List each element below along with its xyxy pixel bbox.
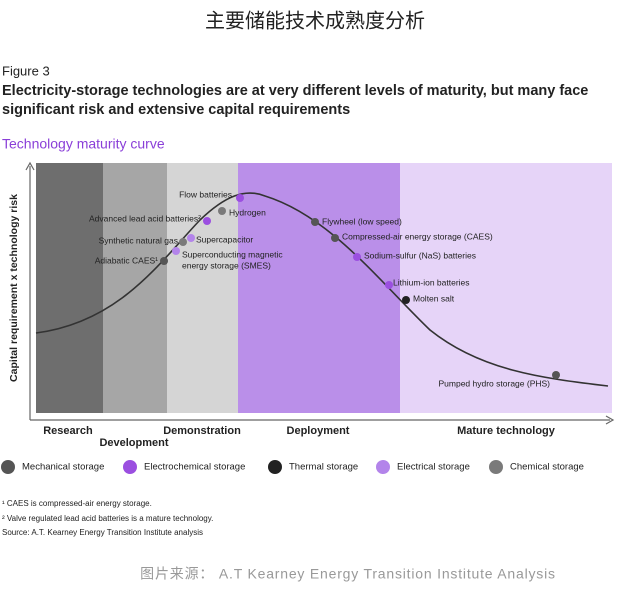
technology-label: Supercapacitor bbox=[196, 234, 253, 244]
footnote: ² Valve regulated lead acid batteries is… bbox=[2, 514, 213, 523]
technology-dot bbox=[203, 217, 211, 225]
legend-label: Mechanical storage bbox=[22, 462, 104, 473]
technology-label: Flywheel (low speed) bbox=[322, 216, 402, 226]
stage-band bbox=[36, 163, 103, 413]
legend-dot bbox=[268, 460, 282, 474]
legend-dot bbox=[489, 460, 503, 474]
figure-label: Figure 3 bbox=[2, 63, 50, 78]
stage-label: Research bbox=[43, 425, 93, 437]
image-source: 图片来源： A.T Kearney Energy Transition Inst… bbox=[140, 566, 556, 582]
stage-label: Demonstration bbox=[163, 425, 241, 437]
technology-dot bbox=[172, 247, 180, 255]
technology-dot bbox=[218, 207, 226, 215]
stage-band bbox=[238, 163, 400, 413]
stage-band bbox=[400, 163, 612, 413]
footnote: ¹ CAES is compressed-air energy storage. bbox=[2, 499, 152, 508]
technology-label: Synthetic natural gas bbox=[99, 235, 178, 245]
maturity-curve bbox=[35, 192, 609, 387]
technology-dot bbox=[552, 371, 560, 379]
technology-label: Hydrogen bbox=[229, 207, 266, 217]
technology-label: Advanced lead acid batteries² bbox=[89, 213, 201, 223]
stage-label: Deployment bbox=[287, 425, 350, 437]
subtitle: Technology maturity curve bbox=[2, 136, 165, 152]
technology-dot bbox=[311, 218, 319, 226]
headline: significant risk and extensive capital r… bbox=[2, 102, 350, 118]
technology-label: Sodium-sulfur (NaS) batteries bbox=[364, 250, 476, 260]
technology-dot bbox=[385, 281, 393, 289]
technology-label: Lithium-ion batteries bbox=[393, 277, 470, 287]
technology-label: Molten salt bbox=[413, 293, 455, 303]
technology-label: Pumped hydro storage (PHS) bbox=[439, 378, 551, 388]
technology-label: Adiabatic CAES¹ bbox=[95, 255, 158, 265]
legend-label: Electrical storage bbox=[397, 462, 470, 473]
technology-label: energy storage (SMES) bbox=[182, 260, 271, 270]
legend-label: Chemical storage bbox=[510, 462, 584, 473]
technology-dot bbox=[236, 194, 244, 202]
y-axis-label: Capital requirement x technology risk bbox=[8, 194, 20, 382]
stage-label: Mature technology bbox=[457, 425, 556, 437]
x-arrow bbox=[605, 415, 615, 425]
legend-label: Thermal storage bbox=[289, 462, 358, 473]
technology-label: Flow batteries bbox=[179, 189, 232, 199]
y-arrow bbox=[25, 161, 35, 171]
page-title: 主要储能技术成熟度分析 bbox=[205, 9, 425, 32]
technology-dot bbox=[187, 234, 195, 242]
technology-dot bbox=[353, 253, 361, 261]
technology-label: Superconducting magnetic bbox=[182, 249, 283, 259]
technology-dot bbox=[331, 234, 339, 242]
legend-dot bbox=[123, 460, 137, 474]
legend-dot bbox=[376, 460, 390, 474]
technology-dot bbox=[160, 257, 168, 265]
technology-dot bbox=[402, 296, 410, 304]
technology-dot bbox=[179, 238, 187, 246]
technology-label: Compressed-air energy storage (CAES) bbox=[342, 231, 493, 241]
footnote: Source: A.T. Kearney Energy Transition I… bbox=[2, 528, 203, 537]
stage-band bbox=[167, 163, 238, 413]
stage-label: Development bbox=[99, 437, 168, 449]
headline: Electricity-storage technologies are at … bbox=[2, 83, 588, 99]
legend-label: Electrochemical storage bbox=[144, 462, 245, 473]
legend-dot bbox=[1, 460, 15, 474]
